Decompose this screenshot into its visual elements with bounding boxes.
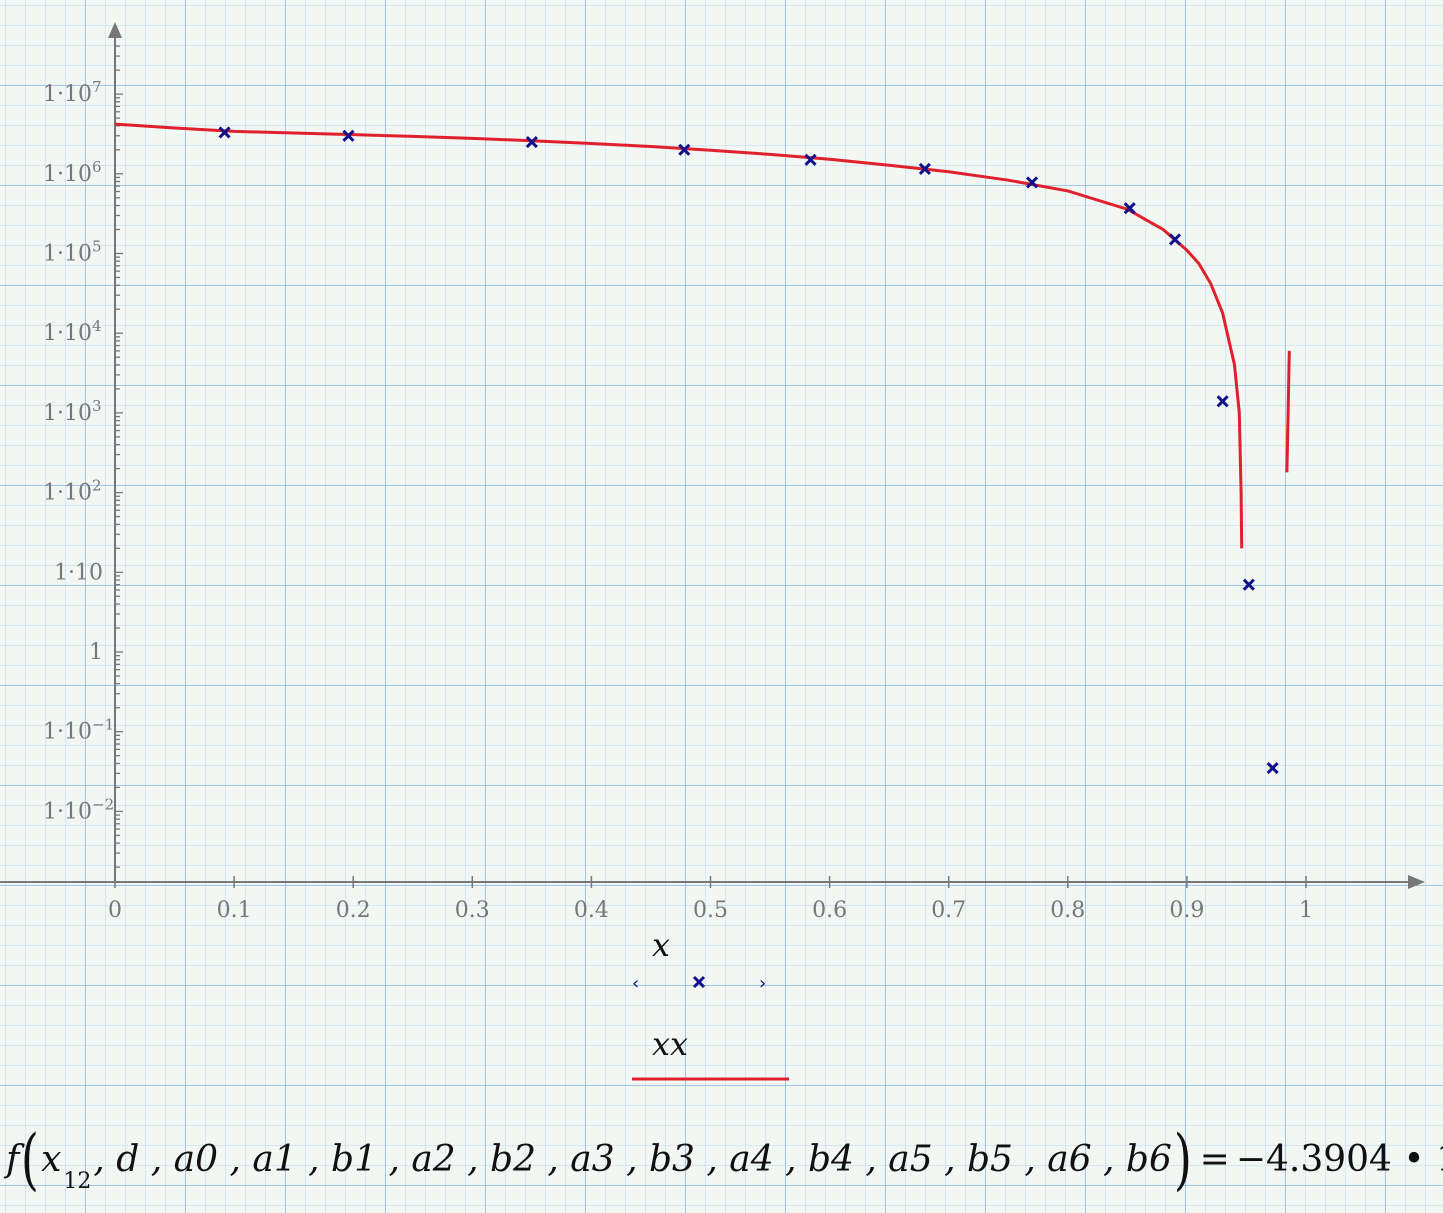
y-tick-label: 1·10 [43, 162, 92, 187]
series-line-xx [114, 122, 1244, 549]
y-tick-label: 1·10 [43, 242, 92, 267]
first-argument: x [41, 1139, 62, 1180]
log-scale-plot[interactable]: 0 0.1 0.2 0.3 0.4 0.5 0.6 0.7 0.8 0.9 1 1·10 71·10 6… [0, 0, 1443, 1110]
result-value: −4.3904 • 10 [1235, 1139, 1443, 1180]
data-point-marker [1123, 202, 1136, 215]
series-line-xx-segment [1285, 350, 1291, 473]
equals-sign: = [1199, 1139, 1230, 1180]
legend-marker-x: ‹ › [632, 973, 766, 994]
legend-left-bracket: ‹ [632, 973, 639, 994]
x-tick-label: 1 [1299, 898, 1313, 923]
y-tick-label: 1·10 [43, 799, 92, 824]
y-tick-exponent: 3 [92, 397, 102, 415]
x-tick-label: 0.3 [455, 898, 490, 923]
y-tick-exponent: 6 [92, 158, 102, 176]
series [114, 122, 1291, 775]
legend[interactable]: x ‹ › xx [632, 926, 789, 1081]
x-axis-arrow [1408, 875, 1425, 889]
remaining-arguments: , d , a0 , a1 , b1 , a2 , b2 , a3 , b3 ,… [93, 1139, 1172, 1180]
x-tick-label: 0.8 [1050, 898, 1085, 923]
legend-label-xx: xx [652, 1025, 688, 1063]
y-tick-label: 1·10 [43, 481, 92, 506]
data-point-marker [1216, 395, 1229, 408]
y-tick-exponent: 2 [92, 477, 102, 495]
x-tick-label: 0.2 [336, 898, 371, 923]
x-tick-label: 0.7 [931, 898, 966, 923]
y-tick-label: 1·10 [43, 321, 92, 346]
y-tick-label: 1·10 [43, 720, 92, 745]
x-tick-label: 0 [108, 898, 122, 923]
y-tick-label: 1·10 [54, 560, 103, 585]
y-tick-label: 1·10 [43, 401, 92, 426]
y-tick-exponent: 5 [92, 238, 102, 256]
axes [0, 22, 1425, 889]
x-tick-label: 0.5 [693, 898, 728, 923]
legend-cross-marker [692, 975, 706, 989]
minor-ticks [115, 45, 123, 868]
first-argument-subscript: 12 [63, 1169, 92, 1194]
y-tick-labels: 1·10 71·10 61·10 51·10 41·10 31·10 21·1011·10−… [43, 78, 114, 824]
function-evaluation[interactable]: f ( x 12 , d , a0 , a1 , b1 , a2 , b2 , … [6, 1112, 1443, 1207]
y-tick-exponent: 7 [92, 78, 102, 96]
legend-label-x: x [652, 926, 670, 964]
x-tick-label: 0.4 [574, 898, 609, 923]
data-point-marker [678, 143, 691, 156]
x-tick-label: 0.1 [217, 898, 252, 923]
y-tick-exponent: −2 [92, 795, 114, 813]
x-tick-label: 0.9 [1169, 898, 1204, 923]
close-paren: ) [1173, 1120, 1192, 1198]
data-point-marker [218, 126, 231, 139]
y-axis-arrow [108, 22, 122, 38]
data-point-marker [1168, 233, 1182, 246]
data-point-marker [1266, 761, 1279, 775]
y-tick-exponent: 4 [92, 317, 102, 335]
open-paren: ( [21, 1120, 40, 1198]
legend-right-bracket: › [759, 973, 766, 994]
y-tick-exponent: −1 [92, 716, 114, 734]
data-point-marker [804, 153, 817, 166]
x-tick-label: 0.6 [812, 898, 847, 923]
x-tick-labels: 0 0.1 0.2 0.3 0.4 0.5 0.6 0.7 0.8 0.9 1 [108, 876, 1313, 923]
data-point-marker [342, 129, 355, 142]
y-tick-label: 1 [89, 640, 103, 665]
data-point-marker [1242, 578, 1255, 591]
function-name: f [6, 1139, 20, 1180]
data-point-marker [1026, 176, 1039, 189]
data-point-marker [918, 162, 931, 176]
data-point-marker [525, 136, 538, 149]
y-tick-label: 1·10 [43, 82, 92, 107]
